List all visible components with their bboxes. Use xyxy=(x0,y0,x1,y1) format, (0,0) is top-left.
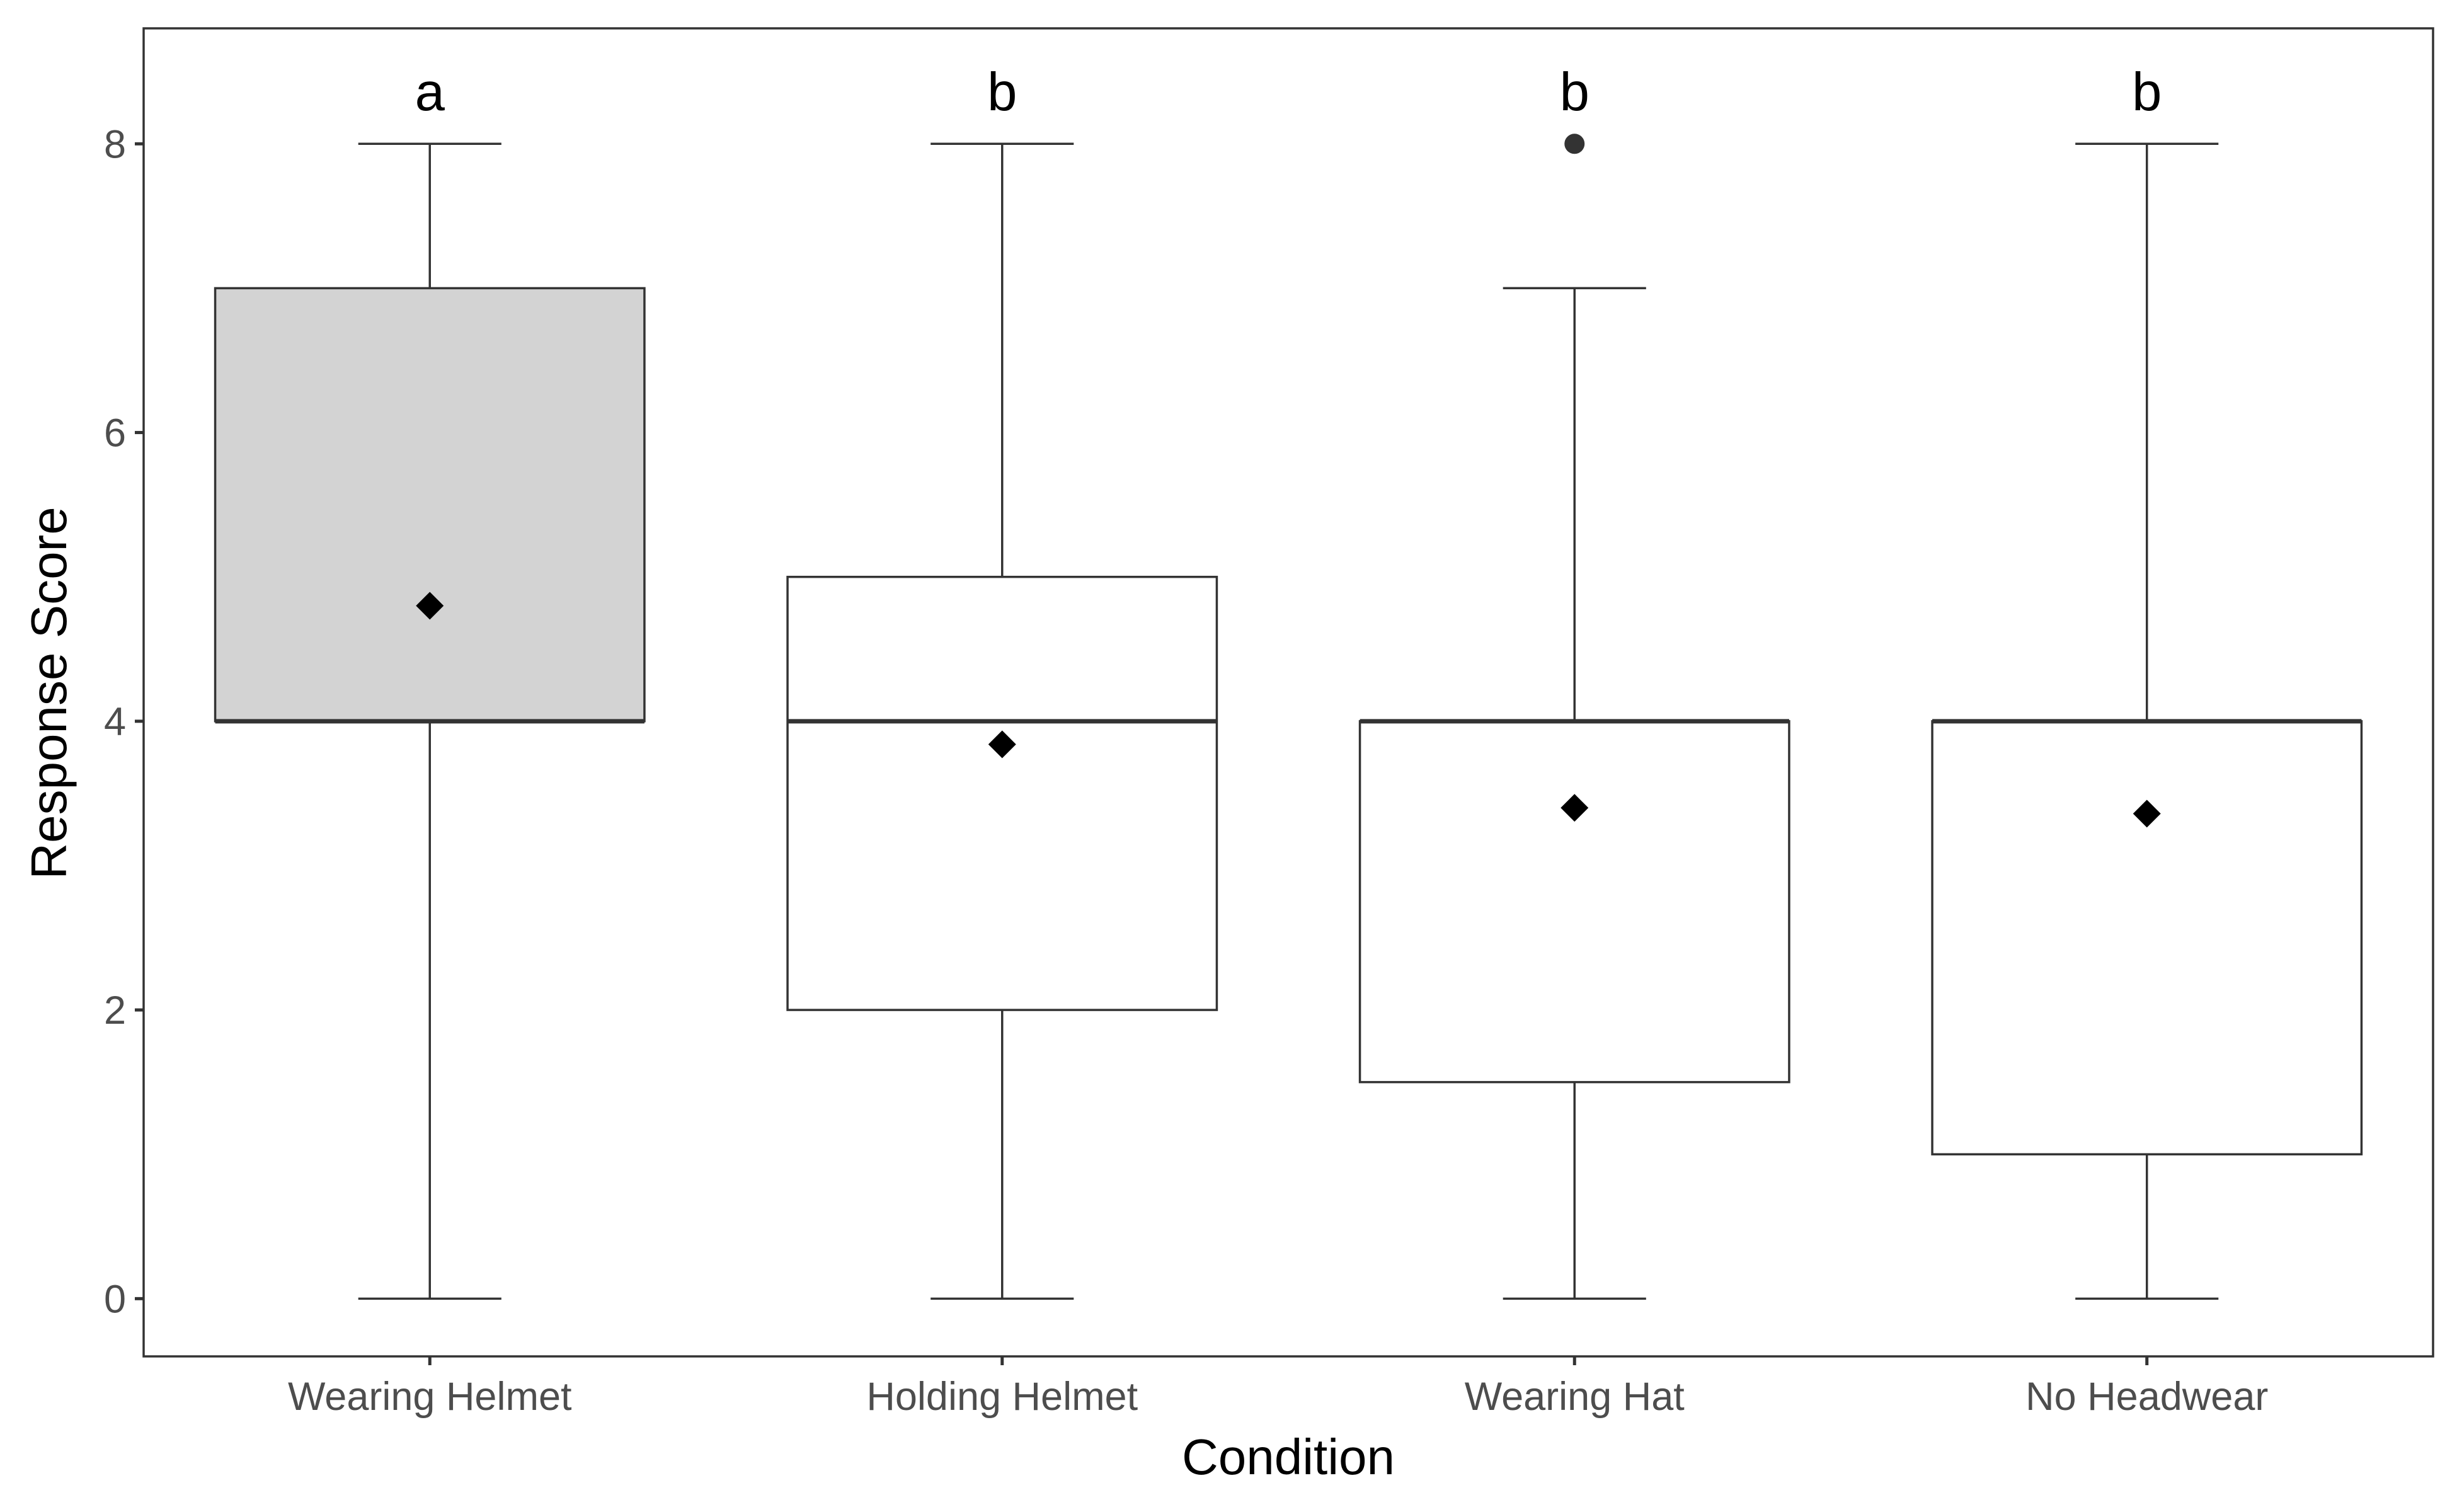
x-tick-label: Wearing Helmet xyxy=(288,1375,572,1419)
x-tick-label: No Headwear xyxy=(2025,1375,2268,1419)
mean-marker xyxy=(988,730,1016,759)
y-axis-title: Response Score xyxy=(21,507,77,879)
x-tick-label: Holding Helmet xyxy=(866,1375,1138,1419)
box-iqr xyxy=(1358,720,1790,1084)
x-axis-title: Condition xyxy=(1182,1429,1395,1485)
box-iqr xyxy=(786,575,1218,1011)
y-tick-label: 8 xyxy=(104,122,126,166)
group-letter: b xyxy=(1560,62,1589,122)
panel-border xyxy=(142,27,2434,1358)
y-tick-label: 4 xyxy=(104,700,126,744)
mean-marker xyxy=(1561,794,1589,822)
mean-marker xyxy=(2133,799,2161,828)
y-tick-label: 6 xyxy=(104,411,126,455)
box-iqr xyxy=(1931,720,2363,1155)
y-tick-label: 2 xyxy=(104,988,126,1033)
group-letter: b xyxy=(2132,62,2162,122)
x-tick-label: Wearing Hat xyxy=(1465,1375,1685,1419)
box-iqr xyxy=(214,287,646,723)
y-tick-label: 0 xyxy=(104,1277,126,1321)
group-letter: b xyxy=(987,62,1017,122)
outlier-point xyxy=(1564,134,1585,154)
group-letter: a xyxy=(415,62,445,122)
plot-area: 0 2 4 6 8 Wearing Helmet Holding Helmet Wearing… xyxy=(104,27,2434,1419)
mean-marker xyxy=(416,592,444,620)
